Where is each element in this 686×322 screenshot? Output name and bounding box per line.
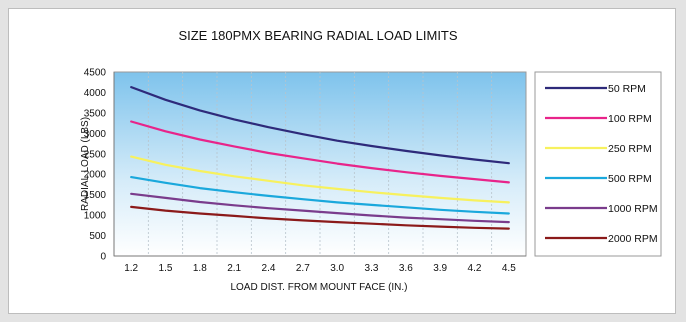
series-line <box>130 86 510 165</box>
series-line <box>130 120 510 184</box>
y-tick-label: 1500 <box>84 190 107 201</box>
chart-title: SIZE 180PMX BEARING RADIAL LOAD LIMITS <box>178 28 457 43</box>
axes <box>113 72 526 257</box>
series-line <box>130 192 510 224</box>
series-line <box>130 155 510 204</box>
legend-label: 500 RPM <box>608 173 652 185</box>
x-tick-label: 3.9 <box>433 263 447 274</box>
tick-labels: 0 500 1000 1500 2000 2500 3000 3500 4000 4500 1.2 1… <box>84 68 516 275</box>
y-tick-label: 3000 <box>84 129 107 140</box>
legend-label: 2000 RPM <box>608 233 658 245</box>
series-line <box>130 205 510 230</box>
x-tick-label: 2.1 <box>227 263 241 274</box>
x-tick-label: 3.6 <box>399 263 413 274</box>
y-tick-label: 500 <box>89 231 106 242</box>
x-tick-label: 2.7 <box>296 263 310 274</box>
x-axis-label: LOAD DIST. FROM MOUNT FACE (IN.) <box>230 282 407 293</box>
x-tick-label: 4.2 <box>468 263 482 274</box>
y-tick-label: 2000 <box>84 170 107 181</box>
x-tick-label: 3.3 <box>365 263 379 274</box>
legend-label: 1000 RPM <box>608 203 658 215</box>
series-lines <box>130 86 510 230</box>
legend: 50 RPM 100 RPM 250 RPM 500 RPM 1000 RPM 2000 … <box>534 71 662 257</box>
x-tick-label: 2.4 <box>262 263 276 274</box>
y-tick-label: 4500 <box>84 68 107 79</box>
legend-label: 100 RPM <box>608 113 652 125</box>
x-tick-label: 1.8 <box>193 263 207 274</box>
legend-box <box>534 71 662 257</box>
y-tick-label: 3500 <box>84 108 107 119</box>
y-tick-label: 0 <box>100 252 106 263</box>
y-tick-label: 1000 <box>84 211 107 222</box>
series-line <box>130 176 510 215</box>
legend-label: 50 RPM <box>608 83 646 95</box>
x-tick-label: 1.2 <box>124 263 138 274</box>
x-tick-label: 1.5 <box>159 263 173 274</box>
y-tick-label: 4000 <box>84 88 107 99</box>
y-axis-label: RADIAL LOAD (LBS) <box>80 117 91 211</box>
x-tick-label: 4.5 <box>502 263 516 274</box>
legend-label: 250 RPM <box>608 143 652 155</box>
y-tick-label: 2500 <box>84 149 107 160</box>
x-tick-label: 3.0 <box>330 263 344 274</box>
